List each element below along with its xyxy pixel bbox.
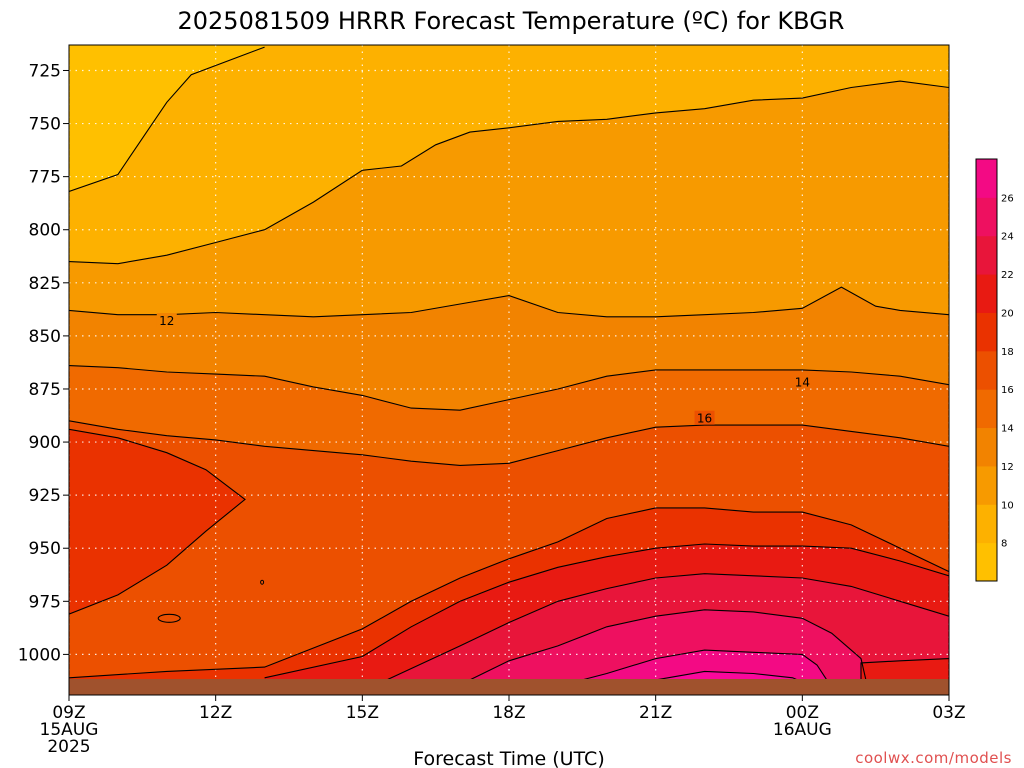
colorbar-tick-label: 14 [1001, 424, 1014, 435]
temperature-fills [69, 45, 949, 682]
plot-area: 12 14 16 [69, 45, 949, 682]
colorbar-swatch [976, 504, 997, 544]
colorbar-swatch [976, 427, 997, 467]
colorbar-swatch [976, 235, 997, 275]
y-axis-pressure: 725 750 775 800 825 850 875 900 925 950 975 1000 [18, 61, 69, 665]
temperature-fill-20-east [861, 658, 949, 682]
contour-line [69, 420, 949, 466]
y-tick-label: 750 [29, 115, 61, 135]
contour-line [157, 613, 181, 623]
contour-line [69, 80, 949, 265]
contour-line [69, 46, 265, 193]
colorbar-swatch [976, 389, 997, 429]
colorbar-tick-label: 12 [1001, 462, 1014, 473]
contour-labels: 12 14 16 [156, 313, 813, 426]
contour-line [260, 579, 265, 585]
y-tick-label: 725 [29, 61, 61, 81]
y-tick-label: 950 [29, 539, 61, 559]
x-tick-label: 12Z [199, 703, 232, 723]
contour-line [69, 286, 949, 318]
colorbar-legend: 8 10 12 14 16 18 20 22 24 26 [975, 158, 1014, 582]
colorbar-tick-label: 22 [1001, 270, 1014, 281]
y-tick-label: 1000 [18, 645, 61, 665]
contour-line [69, 365, 949, 411]
y-tick-label: 900 [29, 433, 61, 453]
grid-lines [69, 45, 949, 682]
colorbar-swatch [976, 159, 997, 198]
x-tick-label: 09Z [52, 703, 85, 723]
y-tick-label: 875 [29, 380, 61, 400]
x-tick-label: 03Z [932, 703, 965, 723]
ground-band [69, 679, 949, 695]
colorbar-frame [975, 158, 998, 582]
x-tick-date-label: 2025 [47, 737, 90, 757]
x-tick-label: 15Z [346, 703, 379, 723]
y-tick-label: 825 [29, 274, 61, 294]
contour-label-background [792, 374, 813, 389]
y-tick-label: 775 [29, 168, 61, 188]
colorbar-tick-label: 24 [1001, 232, 1014, 243]
y-tick-label: 850 [29, 327, 61, 347]
colorbar-tick-label: 10 [1001, 500, 1014, 511]
colorbar-swatch [976, 197, 997, 237]
colorbar-swatch [976, 465, 997, 505]
temperature-fill-below-8 [69, 45, 265, 192]
contour-label-background [156, 313, 177, 328]
y-tick-label: 925 [29, 486, 61, 506]
x-tick-label: 21Z [639, 703, 672, 723]
x-tick-label: 18Z [492, 703, 525, 723]
contour-line [582, 649, 828, 681]
contour-label: 14 [795, 376, 810, 390]
temperature-fill-26 [582, 650, 827, 682]
chart-title: 2025081509 HRRR Forecast Temperature (ºC… [178, 7, 845, 35]
contour-line [69, 428, 246, 615]
contour-line [264, 543, 949, 679]
x-tick-date-label: 16AUG [773, 720, 832, 740]
colorbar-swatch [976, 274, 997, 313]
x-tick-label: 00Z [786, 703, 819, 723]
colorbar-tick-label: 20 [1001, 308, 1014, 319]
colorbar-swatch [976, 350, 997, 390]
colorbar-tick-label: 8 [1001, 539, 1007, 550]
contour-line [386, 573, 949, 681]
contour-label: 12 [159, 314, 174, 328]
contour-line [860, 658, 949, 682]
colorbar-swatch [976, 312, 997, 352]
x-axis-title: Forecast Time (UTC) [413, 748, 604, 768]
colorbar-tick-label: 26 [1001, 193, 1014, 204]
x-tick-date-label: 15AUG [40, 720, 99, 740]
contour-label-background [694, 410, 715, 425]
website-credit: coolwx.com/models [855, 749, 1012, 767]
contour-label: 16 [697, 412, 712, 426]
y-tick-label: 800 [29, 221, 61, 241]
colorbar-tick-label: 16 [1001, 385, 1014, 396]
colorbar-swatch [976, 542, 997, 582]
y-tick-label: 975 [29, 592, 61, 612]
contour-line [469, 609, 867, 681]
colorbar-tick-label: 18 [1001, 347, 1014, 358]
contour-line [69, 507, 949, 679]
contour-lines [69, 46, 949, 682]
temperature-fill-18-west [69, 429, 245, 615]
